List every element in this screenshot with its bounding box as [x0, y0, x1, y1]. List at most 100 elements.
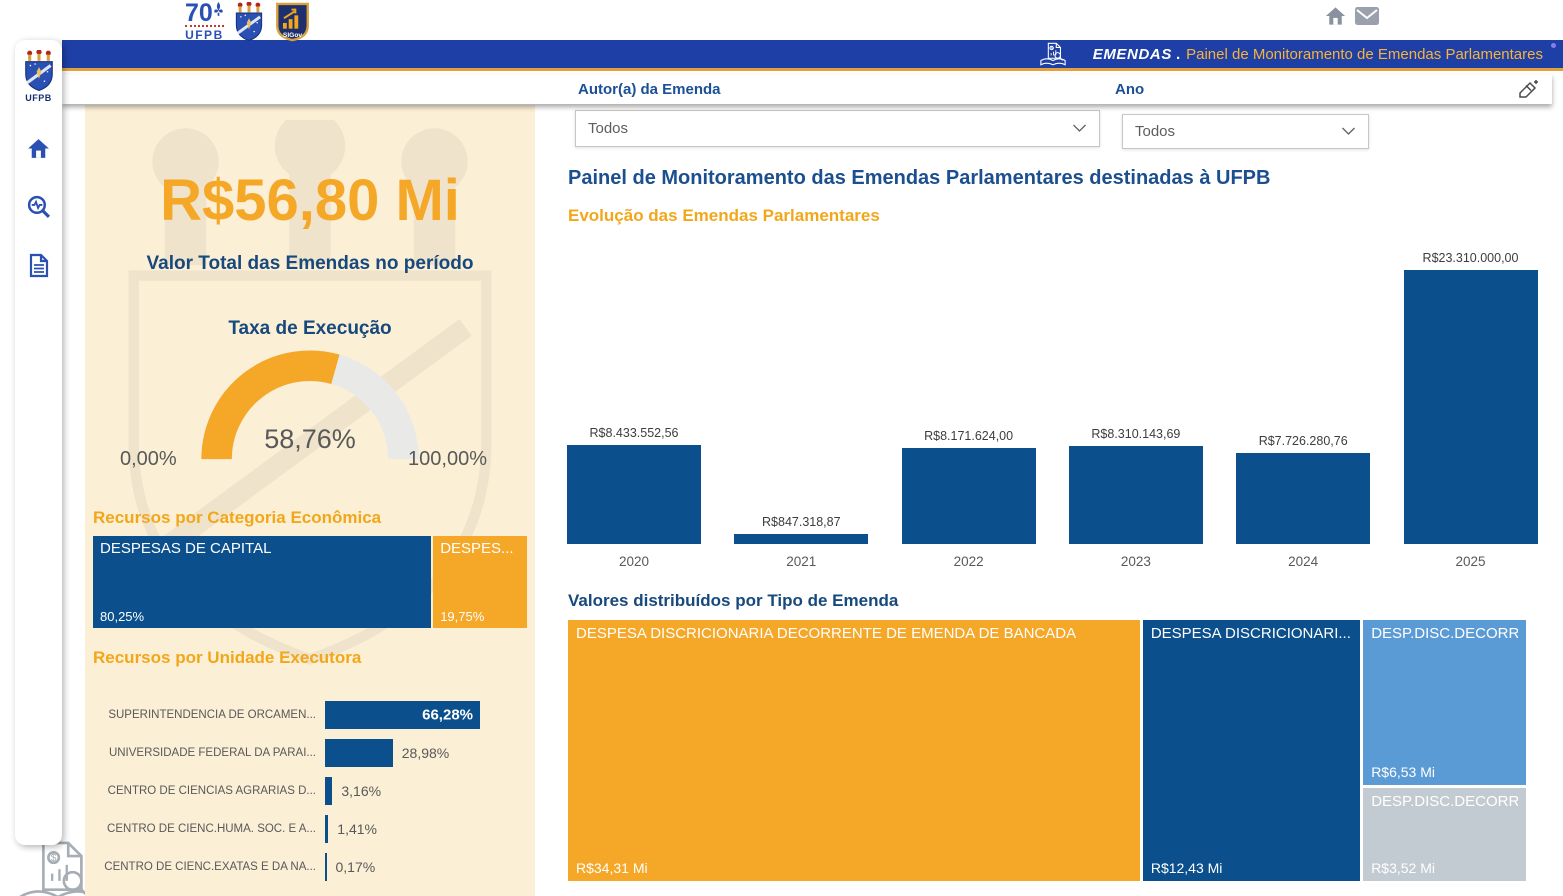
- bar[interactable]: [325, 853, 327, 881]
- sidebar-item-home[interactable]: [26, 137, 51, 160]
- status-dot: [1551, 43, 1556, 48]
- bar-value-label: 1,41%: [337, 821, 377, 837]
- sidebar-logo-label: UFPB: [25, 93, 52, 103]
- bar[interactable]: [1403, 270, 1538, 544]
- app-brand: EMENDAS: [1092, 45, 1172, 63]
- clear-filter-icon[interactable]: [1516, 77, 1540, 106]
- ano-filter-label: Ano: [1115, 81, 1145, 98]
- tipo-chart-title: Valores distribuídos por Tipo de Emenda: [568, 591, 899, 610]
- sidebar-item-report[interactable]: [27, 253, 51, 278]
- gauge-arc: [201, 350, 419, 460]
- bar-value-label: R$7.726.280,76: [1258, 434, 1348, 449]
- page-title: Painel de Monitoramento das Emendas Parl…: [568, 167, 1271, 189]
- bar-value-label: 28,98%: [401, 745, 450, 761]
- categoria-treemap: DESPESAS DE CAPITAL 80,25% DESPES... 19,75%: [93, 536, 527, 628]
- bar[interactable]: [325, 777, 333, 805]
- bar-row: SUPERINTENDENCIA DE ORCAMEN... 66,28%: [93, 701, 529, 729]
- treemap-block[interactable]: DESPESAS DE CAPITAL 80,25%: [93, 536, 432, 628]
- chevron-down-icon: [1073, 124, 1086, 132]
- treemap-block[interactable]: DESP.DISC.DECORRE... R$6,53 Mi: [1363, 620, 1526, 785]
- axis-label: 2021: [786, 554, 817, 569]
- treemap-block[interactable]: DESPESA DISCRICIONARIA DECORRENTE DE EME…: [568, 620, 1140, 881]
- treemap-column: DESP.DISC.DECORRE...R$6,53 MiDESP.DISC.D…: [1363, 620, 1526, 881]
- bar[interactable]: [1068, 446, 1203, 544]
- bar-group: R$8.171.624,00 2022: [901, 245, 1036, 569]
- bar-value-label: R$8.171.624,00: [924, 428, 1014, 443]
- gauge-value: 58,76%: [264, 424, 356, 454]
- bar-category-label: SUPERINTENDENCIA DE ORCAMEN...: [108, 709, 316, 721]
- autor-dropdown-value: Todos: [588, 120, 629, 137]
- search-analytics-icon: [27, 195, 51, 219]
- sigov-label: SIGov: [283, 32, 303, 39]
- categoria-section-title: Recursos por Categoria Econômica: [93, 508, 382, 527]
- bar-group: R$8.310.143,69 2023: [1068, 245, 1203, 569]
- bar[interactable]: 66,28%: [325, 701, 480, 729]
- sidebar-item-analysis[interactable]: [26, 194, 51, 219]
- bar-value-label: R$847.318,87: [762, 515, 841, 530]
- svg-text:$: $: [51, 853, 57, 864]
- execution-gauge[interactable]: 58,76% 0,00% 100,00%: [85, 343, 535, 483]
- axis-label: 2025: [1455, 554, 1486, 569]
- bar-area: 66,28%: [325, 701, 529, 729]
- ano-dropdown[interactable]: Todos: [1122, 114, 1369, 149]
- treemap-block-value: R$12,43 Mi: [1150, 860, 1223, 876]
- evolution-chart: R$8.433.552,56 2020 R$847.318,87 2021 R$8.17…: [567, 245, 1542, 569]
- evolution-chart-title: Evolução das Emendas Parlamentares: [568, 206, 880, 225]
- treemap-block-label: DESPES...: [440, 540, 514, 557]
- bar[interactable]: [567, 444, 701, 544]
- bar-value-label: 0,17%: [335, 859, 376, 875]
- ufpb-crest-logo: [24, 50, 53, 92]
- treemap-block-label: DESP.DISC.DECORRE...: [1371, 792, 1518, 810]
- bar-group: R$23.310.000,00 2025: [1403, 245, 1538, 569]
- gauge-min-label: 0,00%: [120, 448, 177, 470]
- bar[interactable]: [901, 447, 1036, 544]
- tipo-treemap: DESPESA DISCRICIONARIA DECORRENTE DE EME…: [568, 620, 1526, 881]
- filter-bar: Autor(a) da Emenda Ano: [62, 74, 1552, 104]
- bar[interactable]: [325, 739, 393, 767]
- treemap-block-value: 19,75%: [440, 609, 485, 624]
- top-logo-strip: 70 UFPB SIGov: [185, 1, 311, 42]
- bar-category-label: CENTRO DE CIENCIAS AGRARIAS D...: [107, 785, 316, 797]
- bar-row: CENTRO DE CIENCIAS AGRARIAS D... 3,16%: [93, 777, 529, 805]
- bar-value-label: R$8.310.143,69: [1091, 427, 1181, 442]
- treemap-block[interactable]: DESPES... 19,75%: [433, 536, 527, 628]
- fleur-de-lis-icon: [214, 2, 223, 16]
- treemap-block-label: DESPESA DISCRICIONARIA DECORRENTE DE EME…: [576, 625, 1077, 642]
- bar-value-label: 66,28%: [422, 706, 473, 724]
- treemap-block[interactable]: DESPESA DISCRICIONARI... R$12,43 Mi: [1142, 620, 1361, 881]
- bar-category-label: UNIVERSIDADE FEDERAL DA PARAI...: [108, 747, 316, 759]
- axis-label: 2023: [1120, 554, 1151, 569]
- bar-value-label: 3,16%: [341, 783, 382, 799]
- home-icon[interactable]: [1324, 5, 1347, 27]
- summary-panel: R$56,80 Mi Valor Total das Emendas no pe…: [85, 105, 535, 896]
- unidade-section-title: Recursos por Unidade Executora: [93, 648, 362, 667]
- bar-area: 28,98%: [325, 739, 529, 767]
- svg-text:$: $: [1050, 46, 1052, 50]
- mail-icon[interactable]: [1354, 6, 1380, 26]
- bar-value-label: R$8.433.552,56: [589, 425, 679, 440]
- app-title: Painel de Monitoramento de Emendas Parla…: [1186, 45, 1543, 63]
- treemap-block-value: R$34,31 Mi: [576, 860, 648, 876]
- bar[interactable]: [734, 534, 869, 544]
- axis-label: 2024: [1288, 554, 1319, 569]
- ufpb-crest-watermark: [128, 120, 492, 665]
- bar-row: UNIVERSIDADE FEDERAL DA PARAI... 28,98%: [93, 739, 529, 767]
- brand-separator: .: [1175, 45, 1181, 63]
- treemap-block[interactable]: DESP.DISC.DECORRE... R$3,52 Mi: [1363, 787, 1526, 881]
- chevron-down-icon: [1342, 127, 1355, 135]
- bar[interactable]: [1236, 453, 1371, 544]
- autor-dropdown[interactable]: Todos: [575, 110, 1100, 147]
- bar-area: 0,17%: [325, 853, 529, 881]
- bar-category-label: CENTRO DE CIENC.HUMA. SOC. E A...: [107, 823, 316, 835]
- treemap-block-value: R$6,53 Mi: [1371, 763, 1435, 780]
- top-right-actions: [1324, 5, 1380, 27]
- unidade-chart: SUPERINTENDENCIA DE ORCAMEN... 66,28% UNIV…: [93, 701, 529, 891]
- gauge-title: Taxa de Execução: [228, 318, 392, 339]
- bar-area: 1,41%: [325, 815, 529, 843]
- bar[interactable]: [325, 815, 329, 843]
- treemap-block-value: 80,25%: [100, 609, 145, 624]
- emendas-book-watermark-icon: $: [14, 840, 102, 896]
- emendas-book-icon: $: [1039, 42, 1067, 67]
- ufpb-70-logo: 70 UFPB: [185, 1, 224, 42]
